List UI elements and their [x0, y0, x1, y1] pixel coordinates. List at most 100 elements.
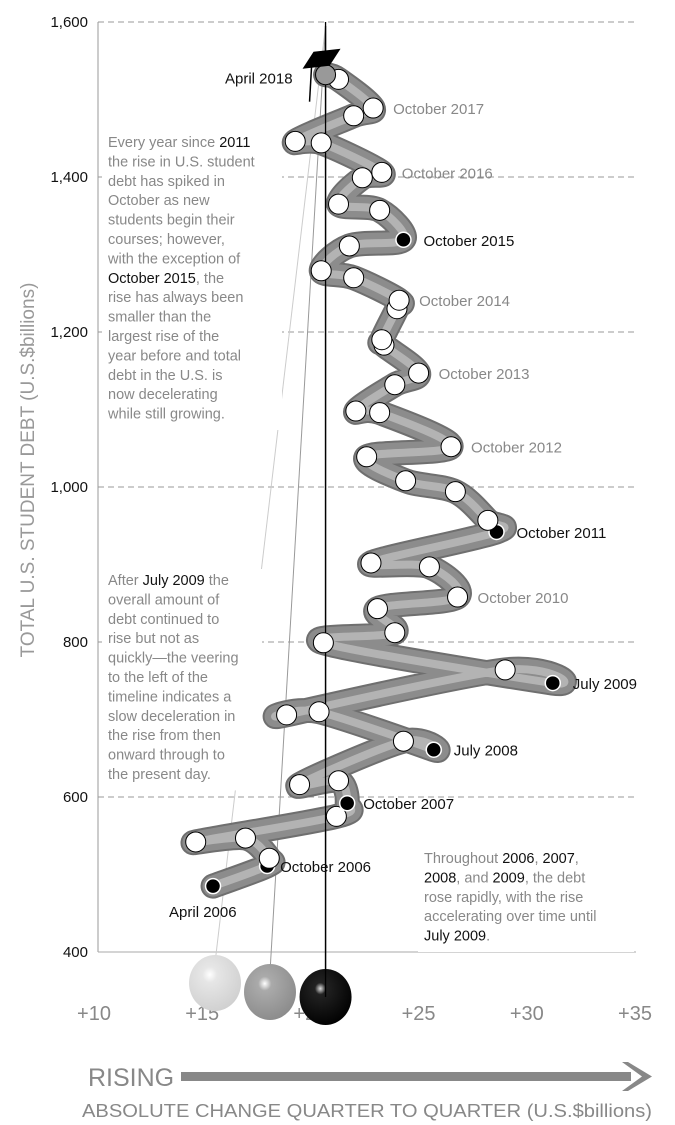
data-point: [234, 827, 256, 849]
data-point: [328, 770, 350, 792]
data-point: [289, 774, 311, 796]
annotation-segment: timeline indicates a: [108, 689, 232, 705]
data-point: [325, 805, 347, 827]
data-point-label: October 2015: [423, 233, 514, 250]
annotation-text: Every year since 2011 the rise in U.S. st…: [107, 135, 255, 423]
y-tick-label: 400: [63, 944, 88, 961]
y-tick-label: 1,600: [50, 14, 88, 31]
annotation-segment: , the debt: [525, 870, 585, 886]
mid-ball: [244, 964, 296, 1020]
y-tick-label: 1,000: [50, 479, 88, 496]
annotation-segment: overall amount of: [108, 592, 220, 608]
data-point: [308, 701, 330, 723]
data-point: [338, 235, 360, 257]
y-tick-label: 1,200: [50, 324, 88, 341]
annotation-segment: slow deceleration in: [108, 709, 235, 725]
data-point: [371, 161, 393, 183]
annotation-segment: Throughout: [424, 851, 502, 867]
mid-ball-thread: [269, 25, 327, 973]
annotation-segment: October as new: [108, 193, 210, 209]
annotation-segment: smaller than the: [108, 310, 211, 326]
data-point-label: October 2017: [393, 101, 484, 118]
data-point-latest: [315, 64, 337, 86]
data-point: [185, 831, 207, 853]
annotation-segment: students begin their: [108, 213, 235, 229]
graduation-cap-icon: [302, 48, 341, 69]
data-point: [310, 132, 332, 154]
annotation-segment: After: [108, 573, 143, 589]
data-point: [328, 193, 350, 215]
annotation-segment: accelerating over time until: [424, 909, 596, 925]
y-tick-label: 600: [63, 789, 88, 806]
data-point: [408, 362, 430, 384]
data-point: [494, 659, 516, 681]
annotation-segment: rise has always been: [108, 290, 243, 306]
annotation-segment: .: [486, 929, 490, 945]
data-point-highlight: [425, 741, 442, 758]
annotation-segment: debt continued to: [108, 612, 219, 628]
y-tick-label: 800: [63, 634, 88, 651]
rising-label: RISING: [88, 1064, 174, 1092]
annotation-segment: largest rise of the: [108, 329, 219, 345]
data-point: [343, 105, 365, 127]
annotation-segment: with the exception of: [107, 251, 241, 267]
data-point: [356, 446, 378, 468]
y-tick-label: 1,400: [50, 169, 88, 186]
annotation-segment: debt has spiked in: [108, 174, 225, 190]
annotation-segment: while still growing.: [107, 407, 225, 423]
annotation-emphasis: 2007: [543, 851, 575, 867]
annotation-background: [418, 847, 634, 952]
rising-arrow-shaft: [181, 1072, 631, 1081]
data-point: [392, 730, 414, 752]
data-point-label: July 2008: [454, 743, 518, 760]
data-point: [384, 374, 406, 396]
data-point: [366, 598, 388, 620]
annotation-background: [102, 131, 282, 430]
data-point: [345, 400, 367, 422]
x-axis-title: ABSOLUTE CHANGE QUARTER TO QUARTER (U.S.…: [82, 1100, 652, 1121]
annotation-emphasis: October 2015: [108, 271, 196, 287]
data-point: [258, 847, 280, 869]
data-point-label: October 2016: [402, 165, 493, 182]
data-point: [371, 329, 393, 351]
data-point: [310, 260, 332, 282]
x-tick-label: +10: [77, 1003, 111, 1025]
annotation-segment: courses; however,: [108, 232, 225, 248]
data-point-label: October 2007: [363, 796, 454, 813]
data-point-label: October 2011: [517, 525, 607, 542]
annotation-segment: rise but not as: [108, 631, 199, 647]
data-point: [312, 632, 334, 654]
data-point: [343, 267, 365, 289]
data-point-label: October 2014: [419, 293, 510, 310]
y-axis-title: TOTAL U.S. STUDENT DEBT (U.S.$billions): [18, 283, 39, 658]
data-point: [384, 622, 406, 644]
annotation-segment: onward through to: [108, 748, 225, 764]
annotation-segment: ,: [534, 851, 542, 867]
data-point: [284, 130, 306, 152]
annotation-emphasis: 2009: [493, 870, 525, 886]
data-point-highlight: [395, 231, 412, 249]
annotation-segment: the rise in U.S. student: [108, 154, 255, 170]
data-point-label: October 2012: [471, 440, 562, 457]
data-point-highlight: [544, 674, 562, 692]
annotation-segment: rose rapidly, with the rise: [424, 890, 583, 906]
x-tick-label: +25: [402, 1003, 436, 1025]
graduation-cap-tassel-icon: [308, 66, 313, 102]
annotation-emphasis: July 2009: [143, 573, 205, 589]
annotation-segment: the rise from then: [108, 728, 221, 744]
annotation-segment: , and: [456, 870, 492, 886]
data-point-label: July 2009: [573, 676, 637, 693]
annotation-segment: the present day.: [108, 767, 211, 783]
data-point: [440, 436, 462, 458]
data-point: [444, 481, 466, 503]
data-point-highlight: [338, 794, 356, 812]
annotation-segment: debt in the U.S. is: [108, 368, 222, 384]
data-point: [477, 509, 499, 531]
light-ball: [189, 955, 241, 1011]
data-point-label: October 2006: [280, 859, 371, 876]
annotation-background: [102, 569, 262, 791]
annotation-text: After July 2009 the overall amount of debt…: [108, 573, 239, 783]
rising-arrow-head: [622, 1062, 652, 1091]
annotation-emphasis: 2011: [219, 135, 250, 151]
